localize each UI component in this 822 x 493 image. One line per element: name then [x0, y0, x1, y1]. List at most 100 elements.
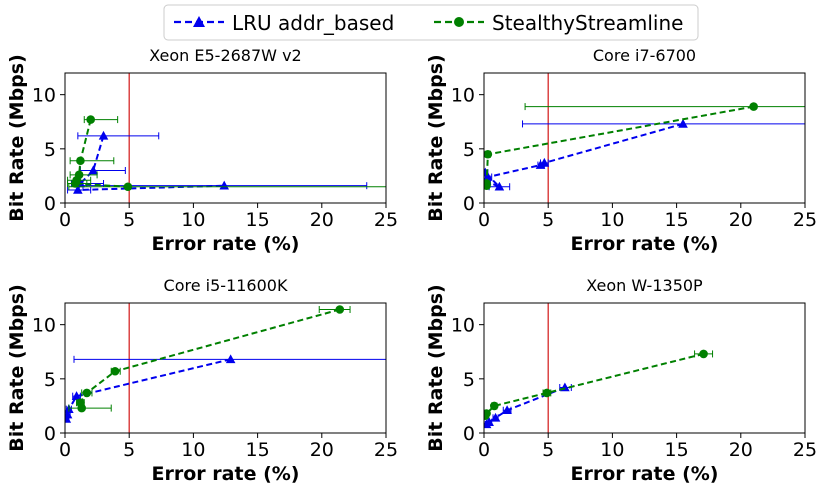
- x-tick-label: 15: [246, 209, 270, 231]
- data-point-circle: [335, 305, 345, 314]
- data-point-circle: [484, 149, 493, 159]
- x-tick-label: 20: [729, 439, 753, 461]
- data-point-circle: [749, 102, 758, 111]
- x-tick-label: 15: [665, 209, 689, 231]
- y-tick-label: 5: [463, 139, 475, 161]
- y-tick-label: 10: [451, 315, 475, 337]
- x-tick-label: 20: [310, 439, 334, 461]
- x-tick-label: 25: [793, 439, 817, 461]
- series-line-stealthy: [73, 119, 128, 188]
- data-point-circle: [70, 179, 80, 188]
- data-point-triangle: [535, 160, 546, 169]
- y-tick-label: 10: [32, 315, 56, 337]
- data-point-circle: [123, 182, 133, 192]
- chart-title: Xeon E5-2687W v2: [149, 46, 301, 65]
- x-tick-label: 25: [374, 209, 398, 231]
- y-axis-label: Bit Rate (Mbps): [6, 284, 28, 452]
- data-point-circle: [77, 403, 86, 413]
- x-tick-label: 10: [181, 439, 205, 461]
- data-point-triangle: [98, 130, 109, 140]
- circle-marker-icon: [454, 17, 464, 27]
- plot-area: [67, 73, 386, 203]
- legend-entry-stealthy: StealthyStreamline: [434, 11, 683, 35]
- y-tick-label: 0: [463, 423, 475, 445]
- y-tick-label: 0: [463, 193, 475, 215]
- data-point-triangle: [73, 185, 83, 194]
- y-tick-label: 5: [463, 369, 475, 391]
- legend: LRU addr_based StealthyStreamline: [163, 4, 699, 41]
- x-tick-label: 20: [729, 209, 753, 231]
- plot-frame: [64, 302, 387, 434]
- plot-frame: [483, 302, 806, 434]
- chart-title: Core i7-6700: [593, 46, 696, 65]
- plot-area: [484, 303, 714, 433]
- x-tick-label: 10: [600, 209, 624, 231]
- plot-frame: [483, 72, 806, 204]
- x-tick-label: 10: [181, 209, 205, 231]
- series-line-lru: [485, 386, 566, 426]
- data-point-triangle: [88, 165, 99, 175]
- data-point-circle: [110, 366, 120, 376]
- y-tick-label: 0: [44, 423, 56, 445]
- x-tick-label: 25: [374, 439, 398, 461]
- y-tick-label: 10: [451, 85, 475, 107]
- series-line-stealthy: [79, 308, 341, 409]
- data-point-triangle: [490, 412, 501, 422]
- x-tick-label: 25: [793, 209, 817, 231]
- x-tick-label: 0: [59, 209, 71, 231]
- data-point-triangle: [678, 118, 688, 128]
- x-axis-label: Error rate (%): [152, 463, 300, 485]
- data-point-circle: [699, 349, 708, 359]
- legend-frame: [163, 4, 699, 41]
- x-tick-label: 5: [123, 209, 135, 231]
- y-axis-label: Bit Rate (Mbps): [425, 54, 447, 222]
- data-point-circle: [82, 388, 92, 398]
- data-point-triangle: [225, 354, 236, 364]
- x-tick-label: 5: [123, 439, 135, 461]
- series-line-lru: [65, 358, 231, 420]
- series-line-stealthy: [485, 105, 754, 186]
- y-tick-label: 0: [44, 193, 56, 215]
- series-line-lru: [76, 135, 225, 192]
- x-axis-label: Error rate (%): [152, 233, 300, 255]
- data-point-circle: [86, 115, 95, 124]
- series-line-stealthy: [484, 352, 704, 417]
- data-point-triangle: [484, 419, 492, 429]
- data-point-triangle: [484, 167, 491, 177]
- data-point-circle: [542, 388, 552, 398]
- y-axis-label: Bit Rate (Mbps): [425, 284, 447, 452]
- data-point-triangle: [71, 391, 82, 400]
- plot-frame: [64, 72, 387, 204]
- data-point-triangle: [502, 405, 512, 415]
- chart-title: Xeon W-1350P: [586, 276, 703, 295]
- x-tick-label: 5: [542, 209, 554, 231]
- data-point-triangle: [65, 413, 72, 423]
- y-tick-label: 10: [32, 85, 56, 107]
- x-tick-label: 20: [310, 209, 334, 231]
- data-point-triangle: [494, 181, 505, 191]
- plot-area: [65, 303, 386, 433]
- data-point-circle: [484, 411, 490, 420]
- plot-area: [484, 73, 805, 203]
- data-point-circle: [484, 181, 491, 190]
- y-axis-label: Bit Rate (Mbps): [6, 54, 28, 222]
- x-tick-label: 0: [478, 439, 490, 461]
- y-tick-label: 5: [44, 369, 56, 391]
- data-point-circle: [489, 401, 499, 411]
- x-tick-label: 0: [59, 439, 71, 461]
- x-tick-label: 0: [478, 209, 490, 231]
- data-point-circle: [76, 156, 85, 166]
- legend-label-lru: LRU addr_based: [232, 11, 394, 35]
- x-axis-label: Error rate (%): [571, 233, 719, 255]
- x-axis-label: Error rate (%): [571, 463, 719, 485]
- series-line-lru: [484, 122, 684, 188]
- x-tick-label: 15: [665, 439, 689, 461]
- y-tick-label: 5: [44, 139, 56, 161]
- x-tick-label: 15: [246, 439, 270, 461]
